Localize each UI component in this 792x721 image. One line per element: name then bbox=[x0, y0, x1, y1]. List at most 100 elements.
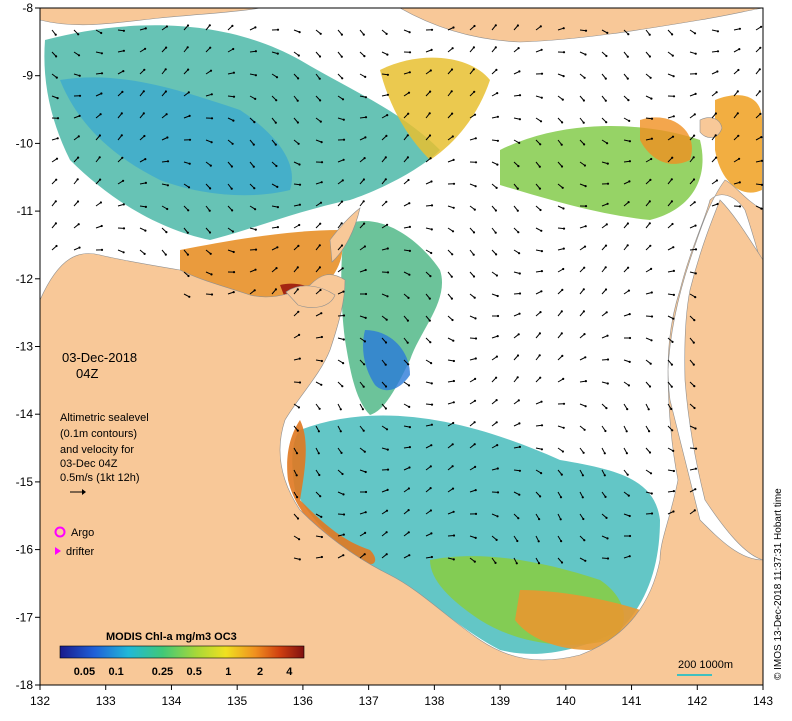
velocity-arrow-head bbox=[583, 143, 585, 145]
velocity-arrow-head bbox=[650, 268, 652, 270]
y-tick-label: -15 bbox=[16, 475, 34, 489]
velocity-arrow-head bbox=[605, 121, 607, 123]
velocity-arrow-head bbox=[651, 512, 653, 514]
velocity-arrow-head bbox=[672, 510, 674, 512]
velocity-arrow-head bbox=[365, 471, 367, 473]
velocity-arrow-head bbox=[693, 407, 695, 409]
velocity-arrow-head bbox=[561, 355, 563, 357]
velocity-arrow-head bbox=[167, 184, 169, 186]
velocity-arrow-head bbox=[430, 465, 432, 467]
velocity-arrow-head bbox=[55, 222, 57, 224]
velocity-arrow-head bbox=[452, 465, 454, 467]
velocity-arrow-head bbox=[364, 532, 366, 534]
velocity-arrow-head bbox=[299, 31, 301, 33]
velocity-arrow-head bbox=[57, 117, 59, 119]
velocity-arrow-head bbox=[695, 448, 697, 450]
x-tick-label: 135 bbox=[227, 694, 247, 708]
velocity-arrow-head bbox=[386, 54, 388, 56]
velocity-arrow-head bbox=[429, 91, 431, 93]
velocity-arrow-head bbox=[475, 161, 477, 163]
velocity-arrow-head bbox=[518, 142, 520, 144]
velocity-arrow-head bbox=[123, 203, 125, 205]
velocity-arrow-head bbox=[431, 382, 433, 384]
legend-line-5: 0.5m/s (1kt 12h) bbox=[60, 472, 139, 484]
velocity-arrow-head bbox=[651, 291, 653, 293]
velocity-arrow-head bbox=[276, 246, 278, 248]
velocity-arrow-head bbox=[585, 225, 587, 227]
velocity-arrow-head bbox=[297, 288, 299, 290]
velocity-arrow-head bbox=[277, 29, 279, 31]
velocity-arrow-head bbox=[540, 120, 542, 122]
velocity-arrow-head bbox=[341, 201, 343, 203]
velocity-arrow-head bbox=[670, 408, 672, 410]
velocity-arrow-head bbox=[519, 446, 521, 448]
velocity-arrow-head bbox=[561, 310, 563, 312]
velocity-arrow-head bbox=[627, 474, 629, 476]
velocity-arrow-head bbox=[387, 489, 389, 491]
velocity-arrow-head bbox=[408, 466, 410, 468]
velocity-arrow-head bbox=[517, 231, 519, 233]
velocity-arrow-head bbox=[475, 537, 477, 539]
velocity-arrow-head bbox=[495, 46, 497, 48]
y-tick-label: -9 bbox=[22, 69, 33, 83]
velocity-arrow-head bbox=[79, 95, 81, 97]
velocity-arrow-head bbox=[649, 451, 651, 453]
velocity-arrow-head bbox=[231, 25, 233, 27]
velocity-arrow-head bbox=[340, 452, 342, 454]
velocity-arrow-head bbox=[188, 186, 190, 188]
velocity-arrow-head bbox=[55, 179, 57, 181]
velocity-arrow-head bbox=[363, 363, 365, 365]
velocity-arrow-head bbox=[694, 225, 696, 227]
velocity-arrow-head bbox=[341, 56, 343, 58]
velocity-arrow-head bbox=[562, 268, 564, 270]
velocity-arrow-head bbox=[341, 385, 343, 387]
velocity-arrow-head bbox=[189, 115, 191, 117]
velocity-arrow-head bbox=[55, 245, 57, 247]
x-tick-label: 137 bbox=[359, 694, 379, 708]
velocity-arrow-head bbox=[627, 56, 629, 58]
velocity-arrow-head bbox=[231, 209, 233, 211]
velocity-arrow-head bbox=[607, 183, 609, 185]
velocity-arrow-head bbox=[365, 511, 367, 513]
velocity-arrow-head bbox=[583, 539, 585, 541]
velocity-arrow-head bbox=[473, 68, 475, 70]
velocity-arrow-head bbox=[496, 444, 498, 446]
velocity-arrow-head bbox=[78, 223, 80, 225]
velocity-arrow-head bbox=[561, 144, 563, 146]
velocity-arrow-head bbox=[143, 112, 145, 114]
velocity-arrow-head bbox=[518, 252, 520, 254]
velocity-arrow-head bbox=[473, 91, 475, 93]
velocity-arrow-head bbox=[517, 376, 519, 378]
velocity-arrow-head bbox=[386, 510, 388, 512]
velocity-arrow-head bbox=[101, 72, 103, 74]
velocity-arrow-head bbox=[541, 270, 543, 272]
velocity-arrow-head bbox=[694, 427, 696, 429]
velocity-arrow-head bbox=[145, 27, 147, 29]
velocity-arrow-head bbox=[695, 272, 697, 274]
velocity-arrow-head bbox=[429, 112, 431, 114]
velocity-arrow-head bbox=[495, 24, 497, 26]
velocity-arrow-head bbox=[188, 296, 190, 298]
velocity-arrow-head bbox=[429, 320, 431, 322]
velocity-arrow-head bbox=[539, 495, 541, 497]
velocity-arrow-head bbox=[495, 69, 497, 71]
velocity-arrow-head bbox=[539, 188, 541, 190]
velocity-arrow-head bbox=[343, 314, 345, 316]
velocity-arrow-head bbox=[296, 474, 298, 476]
velocity-arrow-head bbox=[319, 223, 321, 225]
velocity-arrow-head bbox=[695, 53, 697, 55]
velocity-arrow-head bbox=[538, 518, 540, 520]
velocity-arrow-head bbox=[605, 100, 607, 102]
velocity-arrow-head bbox=[429, 275, 431, 277]
colorbar-tick-label: 0.5 bbox=[187, 666, 202, 678]
velocity-arrow-head bbox=[715, 112, 717, 114]
velocity-arrow-head bbox=[474, 209, 476, 211]
velocity-arrow-head bbox=[99, 156, 101, 158]
velocity-arrow-head bbox=[497, 295, 499, 297]
velocity-arrow-head bbox=[453, 183, 455, 185]
velocity-arrow-head bbox=[122, 180, 124, 182]
velocity-arrow-head bbox=[343, 513, 345, 515]
velocity-arrow-head bbox=[364, 136, 366, 138]
velocity-arrow-head bbox=[431, 404, 433, 406]
velocity-arrow-head bbox=[497, 116, 499, 118]
